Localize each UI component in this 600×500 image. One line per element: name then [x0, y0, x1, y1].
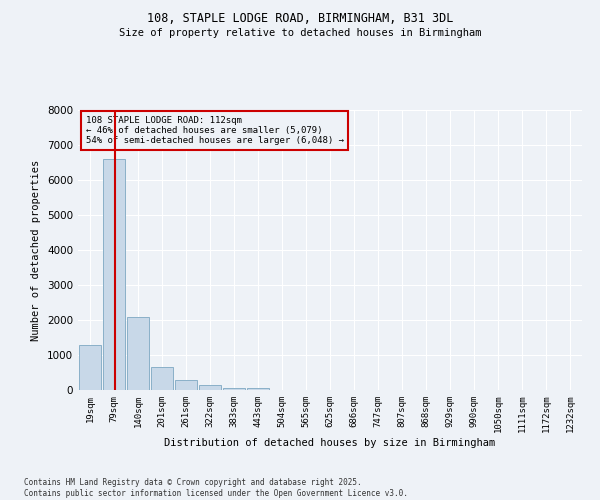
Bar — [151, 366, 173, 390]
Bar — [247, 388, 269, 390]
Bar — [103, 159, 125, 390]
Bar — [79, 344, 101, 390]
Bar — [175, 380, 197, 390]
Text: Size of property relative to detached houses in Birmingham: Size of property relative to detached ho… — [119, 28, 481, 38]
Bar — [199, 386, 221, 390]
Y-axis label: Number of detached properties: Number of detached properties — [31, 160, 41, 340]
X-axis label: Distribution of detached houses by size in Birmingham: Distribution of detached houses by size … — [164, 438, 496, 448]
Text: Contains HM Land Registry data © Crown copyright and database right 2025.
Contai: Contains HM Land Registry data © Crown c… — [24, 478, 408, 498]
Bar — [127, 316, 149, 390]
Text: 108 STAPLE LODGE ROAD: 112sqm
← 46% of detached houses are smaller (5,079)
54% o: 108 STAPLE LODGE ROAD: 112sqm ← 46% of d… — [86, 116, 344, 146]
Text: 108, STAPLE LODGE ROAD, BIRMINGHAM, B31 3DL: 108, STAPLE LODGE ROAD, BIRMINGHAM, B31 … — [147, 12, 453, 26]
Bar — [223, 388, 245, 390]
